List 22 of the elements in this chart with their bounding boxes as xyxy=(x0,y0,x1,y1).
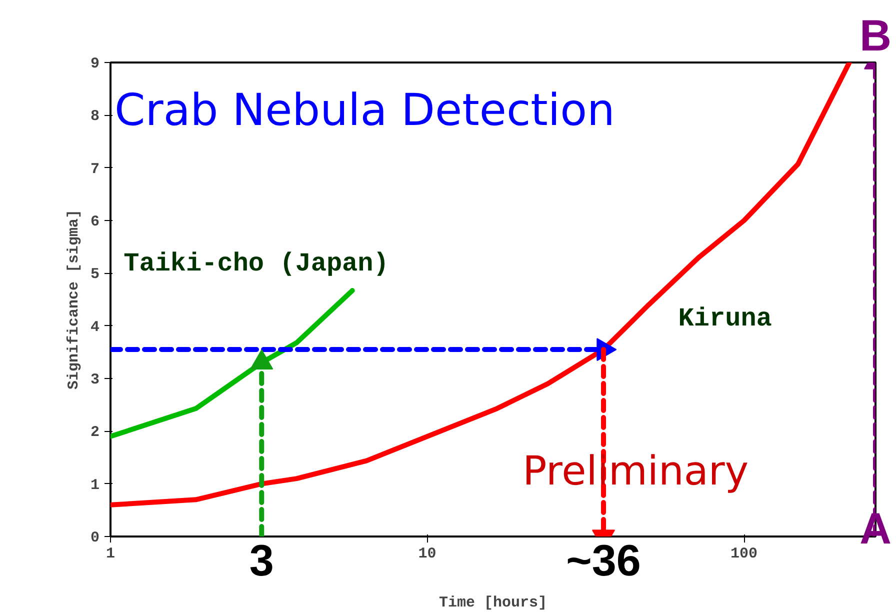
y-tick-label: 8 xyxy=(90,108,100,126)
y-tick-label: 3 xyxy=(90,372,100,388)
y-axis-title: Significance [sigma] xyxy=(66,209,82,390)
y-tick-label: 2 xyxy=(90,424,100,442)
annotation: ~36 xyxy=(566,536,641,586)
y-tick-label: 1 xyxy=(90,476,100,494)
annotation: 3 xyxy=(249,536,274,586)
y-tick-label: 7 xyxy=(90,160,100,178)
y-tick-label: 6 xyxy=(90,214,100,230)
annotation: Preliminary xyxy=(522,448,749,494)
x-tick-label: 1 xyxy=(106,546,116,562)
series-label: Kiruna xyxy=(678,304,772,334)
y-tick-label: 5 xyxy=(90,266,100,284)
x-axis-title: Time [hours] xyxy=(438,594,548,612)
y-tick-label: 0 xyxy=(90,530,100,546)
x-tick-label: 100 xyxy=(730,546,758,562)
y-tick-label: 9 xyxy=(90,56,100,72)
y-tick-label: 4 xyxy=(90,318,100,336)
text: Crab Nebula Detection xyxy=(114,85,615,136)
annotation: B xyxy=(860,12,892,60)
x-tick-label: 10 xyxy=(418,546,436,562)
series-label: Taiki-cho (Japan) xyxy=(124,248,389,278)
